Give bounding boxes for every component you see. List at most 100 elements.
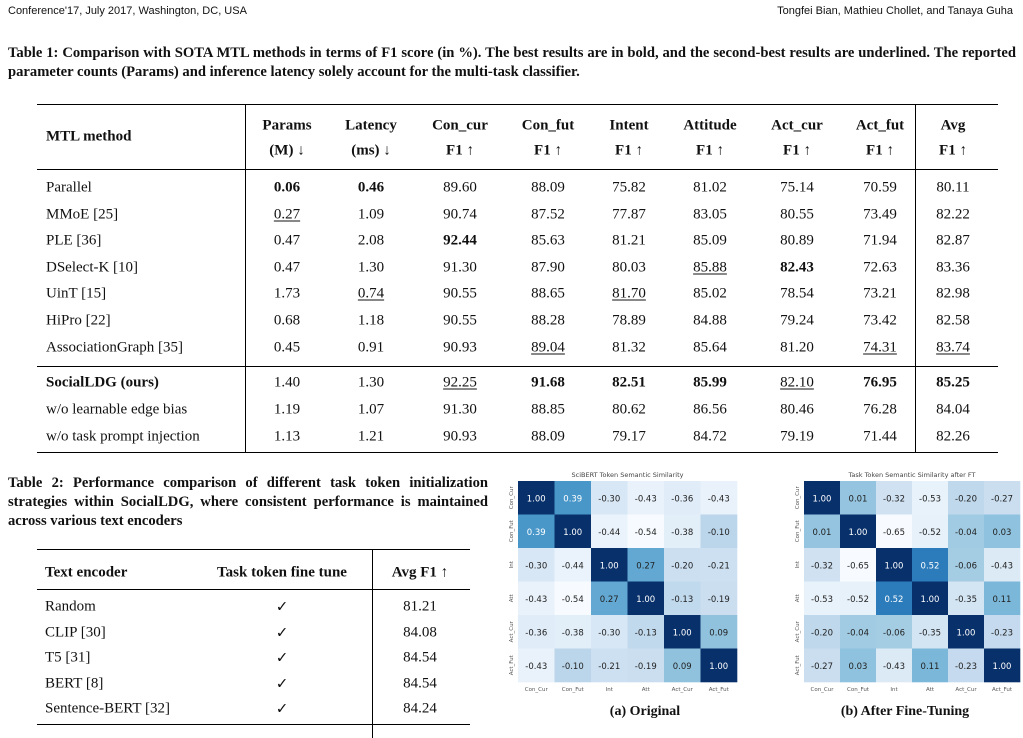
table-cell: 75.82 <box>612 179 646 196</box>
column-header: Con_cur <box>432 117 488 134</box>
table-cell: w/o learnable edge bias <box>46 401 188 418</box>
cell-label: -0.54 <box>562 595 584 605</box>
x-tick-label: Act_Fut <box>709 687 730 693</box>
table-cell: 80.46 <box>780 401 814 418</box>
cell-label: 1.00 <box>600 561 619 571</box>
table-cell: T5 [31] <box>45 649 91 666</box>
table-cell: 74.31 <box>863 339 897 356</box>
table-cell: 84.24 <box>403 700 437 717</box>
y-tick-label: Int <box>509 560 515 568</box>
heatmap-cell <box>804 648 841 683</box>
cell-label: -0.53 <box>811 595 833 605</box>
heatmap-cell <box>700 615 738 649</box>
x-tick-label: Act_Cur <box>672 687 694 693</box>
table-cell: 88.09 <box>531 179 565 196</box>
table-cell: 0.91 <box>357 339 385 356</box>
heatmap-cell <box>591 514 628 549</box>
table-cell: 85.63 <box>531 232 565 249</box>
heatmap-cell <box>912 481 949 515</box>
table-cell: 85.99 <box>693 374 727 391</box>
column-header: Params <box>262 117 312 134</box>
table-cell: 77.87 <box>612 206 646 223</box>
heatmap-title: SciBERT Token Semantic Similarity <box>572 471 684 479</box>
table-cell: CLIP [30] <box>45 624 106 640</box>
cell-label: -0.43 <box>635 494 657 504</box>
cell-label: 1.00 <box>921 595 940 605</box>
x-tick-label: Act_Cur <box>955 687 977 693</box>
heatmap-cell <box>627 548 665 582</box>
column-header: Act_fut <box>855 117 905 134</box>
table-cell: 1.40 <box>273 374 301 391</box>
cell-label: -0.43 <box>883 662 905 672</box>
heatmap-cell <box>876 548 913 582</box>
table-rule <box>37 589 470 590</box>
column-header: (ms) ↓ <box>351 142 391 159</box>
cell-label: 0.09 <box>673 662 692 672</box>
table-cell: 90.74 <box>443 206 477 223</box>
table-cell: 80.62 <box>612 401 646 418</box>
column-header: Avg <box>940 117 966 134</box>
table-cell: Random <box>45 598 96 615</box>
heatmap-cell <box>664 648 701 683</box>
heatmap-cell <box>912 548 949 582</box>
heatmap-cell <box>984 648 1021 683</box>
table-cell: 80.55 <box>780 206 814 223</box>
table-rule <box>245 104 246 453</box>
table-cell: 73.21 <box>863 285 897 302</box>
cell-label: -0.38 <box>562 628 584 638</box>
column-header: Intent <box>609 117 649 134</box>
cell-label: -0.06 <box>883 628 905 638</box>
table-cell: 84.04 <box>936 401 970 418</box>
cell-label: -0.36 <box>671 494 693 504</box>
table-cell: 80.89 <box>780 232 814 249</box>
cell-label: -0.53 <box>919 494 941 504</box>
heatmap-cell <box>984 581 1021 616</box>
table-cell: 73.42 <box>863 312 897 329</box>
heatmap-cell <box>984 548 1021 582</box>
table-cell: 0.45 <box>273 339 301 356</box>
table-cell: 85.02 <box>693 285 727 302</box>
heatmap-cell <box>912 615 949 649</box>
table-cell: 81.02 <box>693 179 727 196</box>
table-cell: 81.21 <box>403 598 437 615</box>
heatmap-cell <box>876 581 913 616</box>
cell-label: -0.23 <box>991 628 1013 638</box>
heatmap-cell <box>876 481 913 515</box>
table-cell: 79.24 <box>780 312 814 329</box>
table-cell: 78.89 <box>612 312 646 329</box>
cell-label: -0.54 <box>635 528 657 538</box>
cell-label: -0.52 <box>919 528 941 538</box>
cell-label: -0.32 <box>811 561 833 571</box>
table-cell: 1.18 <box>357 312 385 329</box>
heatmap-cell <box>948 481 985 515</box>
table-cell: 91.30 <box>443 401 477 418</box>
table-cell: PLE [36] <box>46 232 102 249</box>
heatmap-cell <box>700 548 738 582</box>
heatmap-cell <box>518 648 555 683</box>
cell-label: -0.30 <box>525 561 547 571</box>
x-tick-label: Int <box>890 687 898 693</box>
cell-label: -0.20 <box>955 494 977 504</box>
cell-label: 1.00 <box>813 494 832 504</box>
figure-caption: (a) Original <box>609 704 681 719</box>
column-header: MTL method <box>46 128 132 145</box>
heatmap-cell <box>591 648 628 683</box>
cell-label: -0.20 <box>671 561 693 571</box>
heatmap-cell <box>664 481 701 515</box>
x-tick-label: Con_Cur <box>810 687 834 693</box>
table-cell: 90.93 <box>443 339 477 356</box>
table-cell: 80.11 <box>936 179 970 196</box>
table-cell: 1.73 <box>273 285 301 302</box>
y-tick-label: Att <box>795 593 801 602</box>
column-header: Con_fut <box>521 117 575 134</box>
table-cell: 84.88 <box>693 312 727 329</box>
running-header-left: Conference'17, July 2017, Washington, DC… <box>8 5 247 17</box>
heatmap-cell <box>554 581 592 616</box>
heatmap-cell <box>518 514 555 549</box>
table-cell: Parallel <box>46 179 92 196</box>
heatmap-cell <box>840 648 877 683</box>
table-cell: 1.19 <box>273 401 301 418</box>
heatmap-cell <box>518 481 555 515</box>
y-tick-label: Con_Cur <box>509 485 515 509</box>
table-rule <box>37 169 998 170</box>
